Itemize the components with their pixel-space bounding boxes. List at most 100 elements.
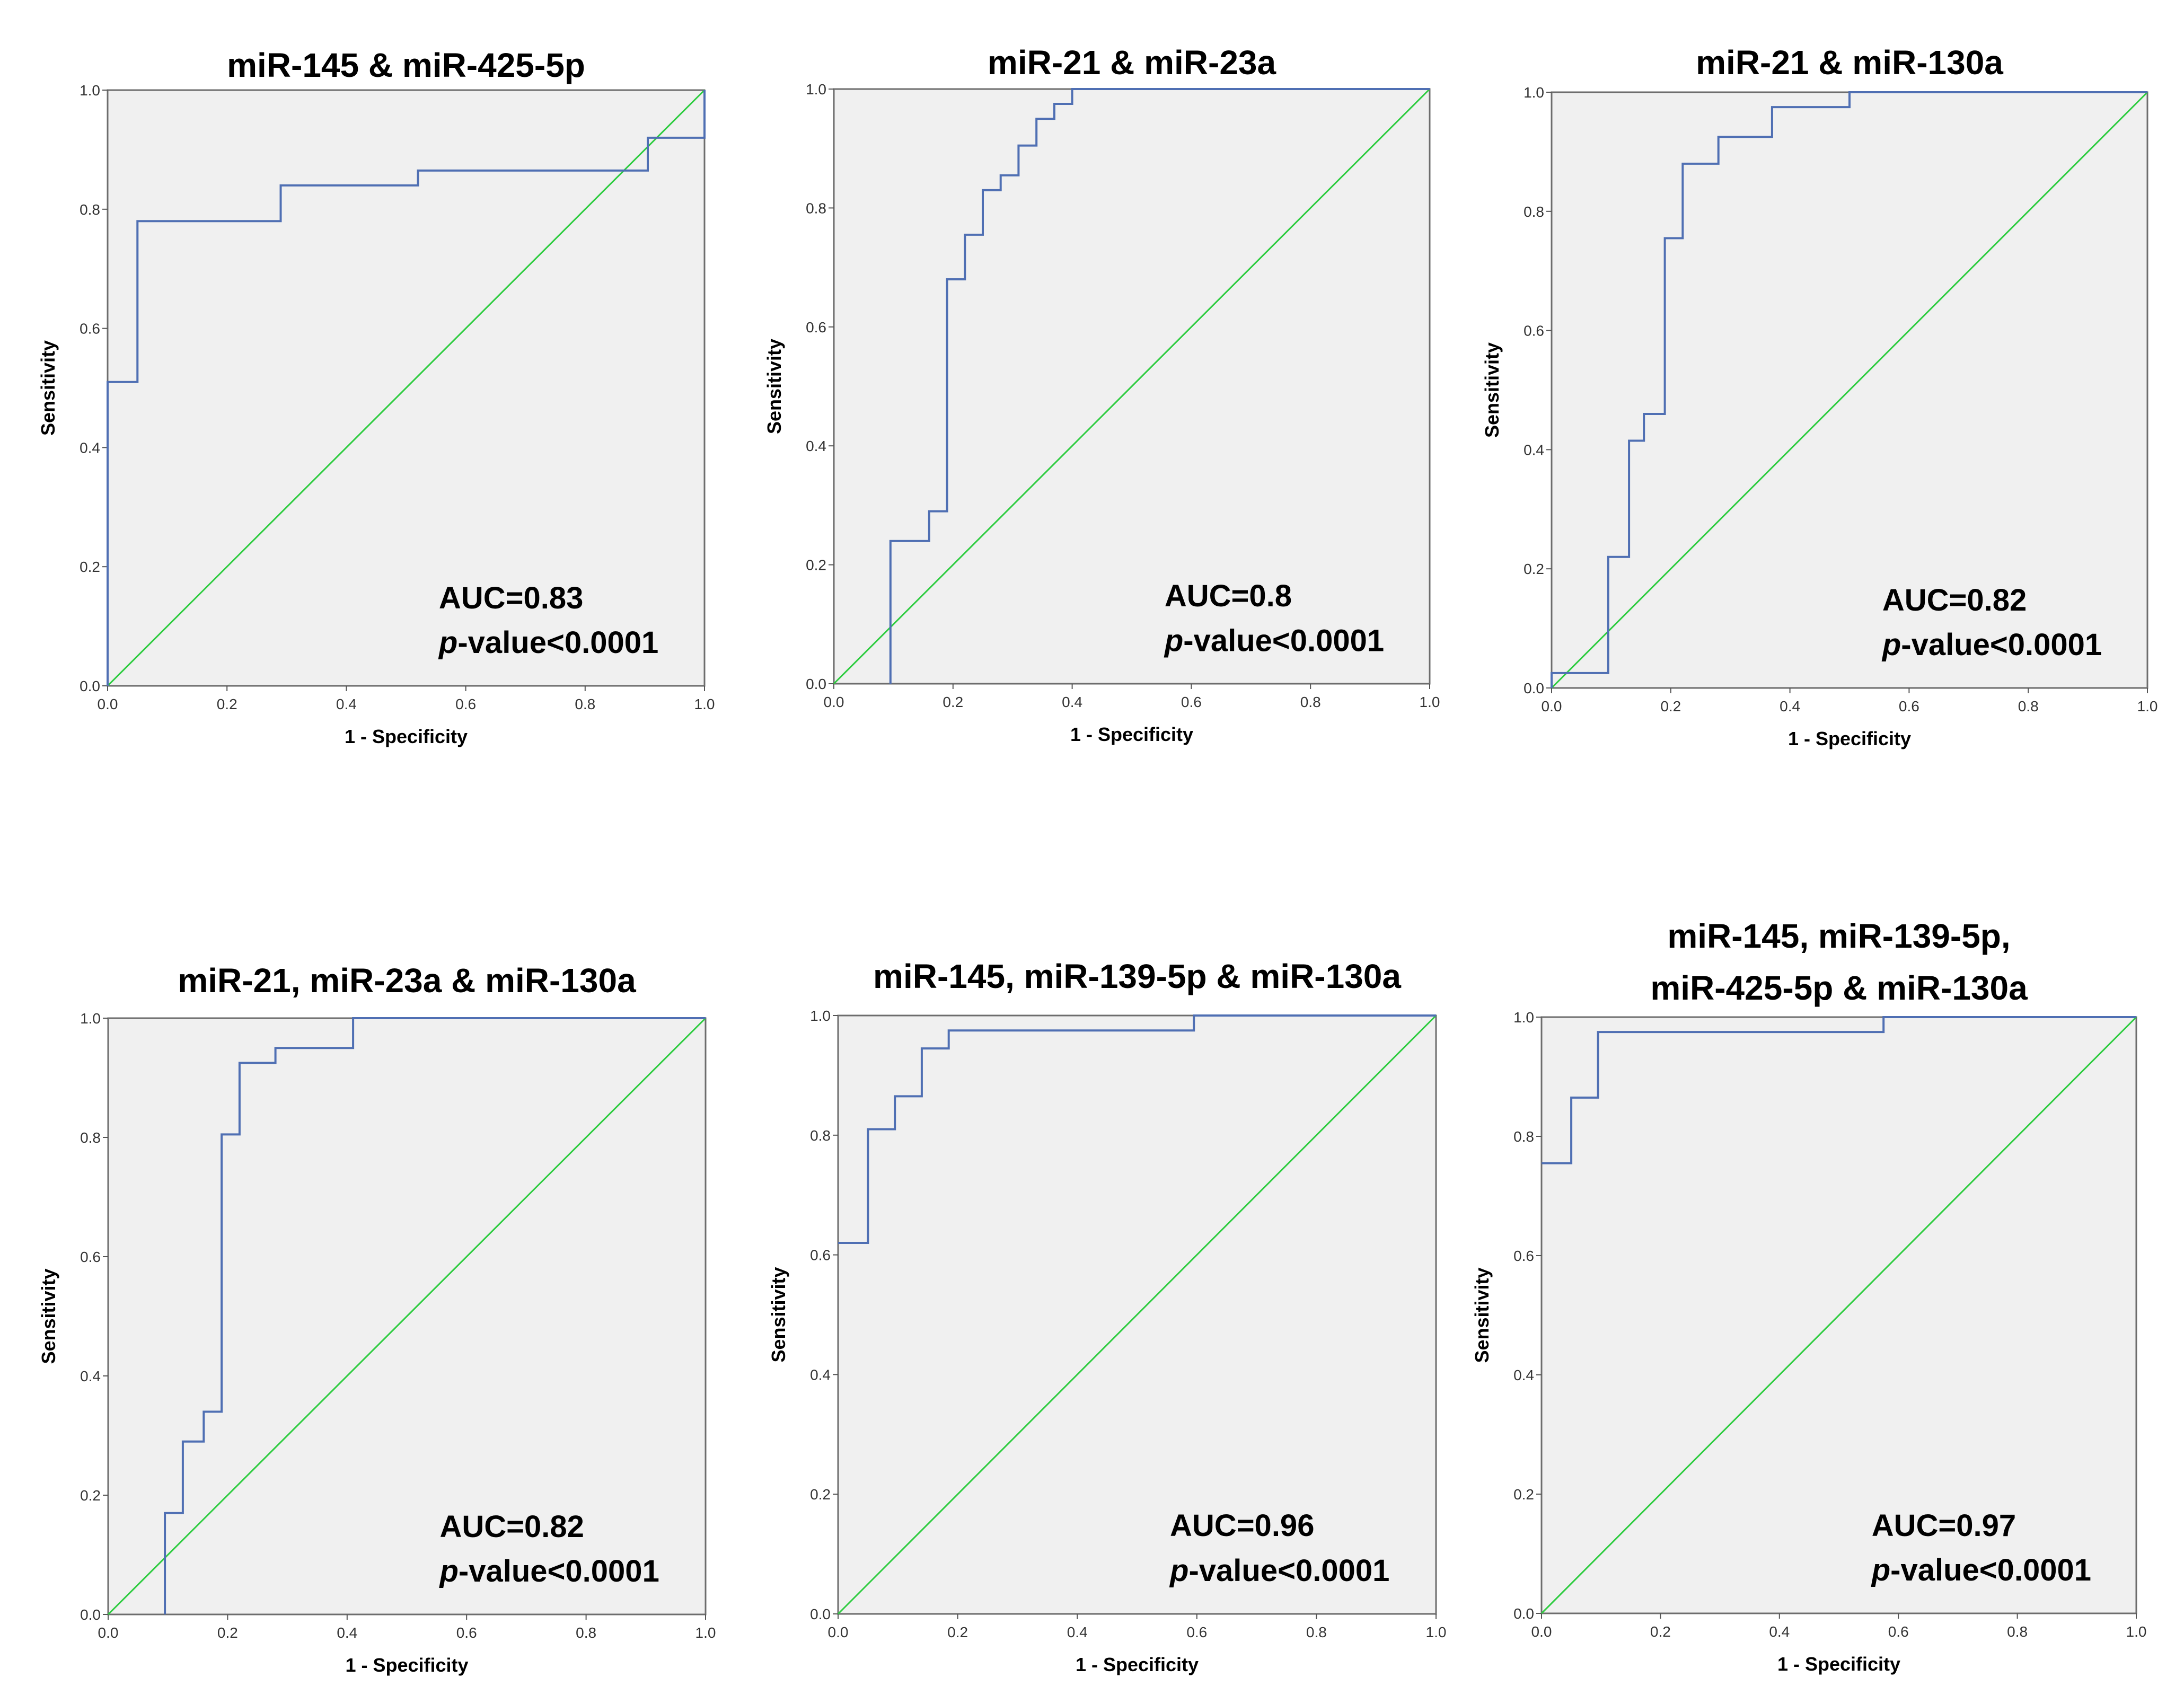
y-tick-label: 0.6 [1523,323,1544,339]
y-tick-label: 0.8 [1523,204,1544,220]
p-value-rest: -value<0.0001 [1188,1553,1389,1588]
x-tick-label: 0.8 [2018,698,2039,714]
roc-panel-3: miR-21 & miR-130a 0.0 0.0 0.2 0.2 0.4 0.4 0.6 0.… [1481,43,2157,749]
y-tick-label: 0.8 [80,1129,101,1146]
y-tick-label: 1.0 [80,1010,101,1027]
x-tick-label: 0.4 [1067,1624,1088,1640]
p-value-rest: -value<0.0001 [457,625,658,660]
x-tick-label: 0.8 [1300,694,1321,710]
y-tick-label: 0.4 [80,439,100,456]
p-value-rest: -value<0.0001 [1183,623,1384,658]
p-value-letter: p [1169,1553,1188,1588]
y-tick-label: 0.2 [806,557,826,573]
y-tick-label: 0.6 [810,1247,831,1264]
x-tick-label: 0.0 [828,1624,849,1640]
y-axis-label: Sensitivity [768,1267,789,1362]
y-tick-label: 0.2 [1523,561,1544,577]
y-tick-label: 0.8 [810,1127,831,1144]
roc-panel-5: miR-145, miR-139-5p & miR-130a 0.0 0.0 0.2 0… [768,957,1446,1675]
roc-panel-6: miR-145, miR-139-5p, miR-425-5p & miR-130… [1471,917,2146,1675]
y-tick-label: 0.2 [1513,1486,1534,1503]
p-value-rest: -value<0.0001 [1890,1553,2091,1587]
x-tick-label: 0.4 [1780,698,1800,714]
p-value-label: p-value<0.0001 [1164,623,1384,658]
panel-title-line-1: miR-145, miR-139-5p, [1667,917,2010,955]
x-tick-label: 0.0 [98,696,118,712]
y-tick-label: 0.2 [810,1486,831,1503]
y-tick-label: 1.0 [80,82,100,99]
roc-curve [1542,1016,2136,1164]
y-tick-label: 0.0 [1523,680,1544,696]
auc-label: AUC=0.97 [1872,1508,2016,1543]
p-value-label: p-value<0.0001 [1169,1553,1389,1588]
y-tick-label: 0.4 [80,1368,101,1384]
x-tick-label: 0.4 [336,696,357,712]
roc-panel-1: miR-145 & miR-425-5p 0.0 0.0 0.2 0.2 0.4 0.4 0.… [37,46,715,747]
x-tick-label: 0.6 [1888,1623,1909,1640]
x-tick-label: 0.6 [456,1625,477,1641]
x-tick-label: 0.0 [1531,1623,1552,1640]
y-tick-label: 1.0 [1513,1009,1534,1026]
x-tick-label: 0.8 [575,696,595,712]
y-tick-label: 0.0 [80,1606,101,1623]
p-value-label: p-value<0.0001 [438,1554,659,1588]
panel-title: miR-145, miR-139-5p & miR-130a [873,957,1401,995]
y-axis-label: Sensitivity [1471,1267,1493,1363]
reference-line [1540,1016,2137,1614]
panel-title: miR-21 & miR-23a [988,43,1276,82]
panel-title: miR-145 & miR-425-5p [227,46,585,84]
x-tick-label: 0.4 [1062,694,1082,710]
reference-line [1551,91,2148,689]
x-axis-label: 1 - Specificity [1788,728,1911,749]
y-tick-label: 0.6 [80,1249,101,1265]
x-tick-label: 0.8 [1306,1624,1327,1640]
reference-line [833,88,1431,685]
y-tick-label: 0.0 [80,678,100,694]
roc-curve [838,1014,1436,1244]
y-axis-label: Sensitivity [763,339,785,434]
x-tick-label: 1.0 [694,696,715,712]
roc-panel-4: miR-21, miR-23a & miR-130a 0.0 0.0 0.2 0.2 0.… [38,961,716,1676]
p-value-label: p-value<0.0001 [1881,628,2102,662]
y-tick-label: 0.0 [806,676,826,692]
y-tick-label: 0.4 [1513,1367,1534,1383]
y-tick-label: 0.8 [80,201,100,218]
x-tick-label: 0.6 [455,696,476,712]
x-tick-label: 0.2 [947,1624,968,1640]
y-tick-label: 0.4 [806,438,826,454]
y-tick-label: 1.0 [806,81,826,98]
y-tick-label: 0.6 [1513,1248,1534,1264]
panel-title: miR-21 & miR-130a [1696,43,2003,82]
p-value-letter: p [1881,628,1901,662]
x-tick-label: 0.6 [1186,1624,1207,1640]
auc-label: AUC=0.8 [1165,579,1292,613]
y-tick-label: 0.4 [1523,442,1544,458]
x-tick-label: 0.0 [824,694,844,710]
x-tick-label: 0.6 [1899,698,1919,714]
y-tick-label: 0.0 [1513,1605,1534,1622]
roc-curve [164,1017,706,1614]
roc-curve [107,90,706,686]
y-tick-label: 1.0 [1523,84,1544,101]
reference-line [837,1014,1437,1615]
x-axis-label: 1 - Specificity [1070,723,1193,745]
x-tick-label: 0.0 [98,1625,119,1641]
p-value-label: p-value<0.0001 [1871,1553,2091,1587]
y-tick-label: 0.8 [1513,1128,1534,1145]
p-value-letter: p [1871,1553,1890,1587]
y-tick-label: 0.6 [806,319,826,336]
x-tick-label: 0.4 [1769,1623,1790,1640]
p-value-label: p-value<0.0001 [438,625,658,660]
x-axis-label: 1 - Specificity [1777,1653,1900,1675]
x-tick-label: 0.4 [337,1625,357,1641]
auc-label: AUC=0.82 [1882,583,2027,617]
auc-label: AUC=0.96 [1170,1508,1314,1543]
x-tick-label: 0.8 [2007,1623,2028,1640]
x-tick-label: 0.8 [576,1625,596,1641]
p-value-rest: -value<0.0001 [1901,628,2102,662]
x-tick-label: 1.0 [1426,1624,1447,1640]
p-value-letter: p [438,1554,458,1588]
x-tick-label: 1.0 [2137,698,2158,714]
y-tick-label: 0.4 [810,1366,831,1383]
